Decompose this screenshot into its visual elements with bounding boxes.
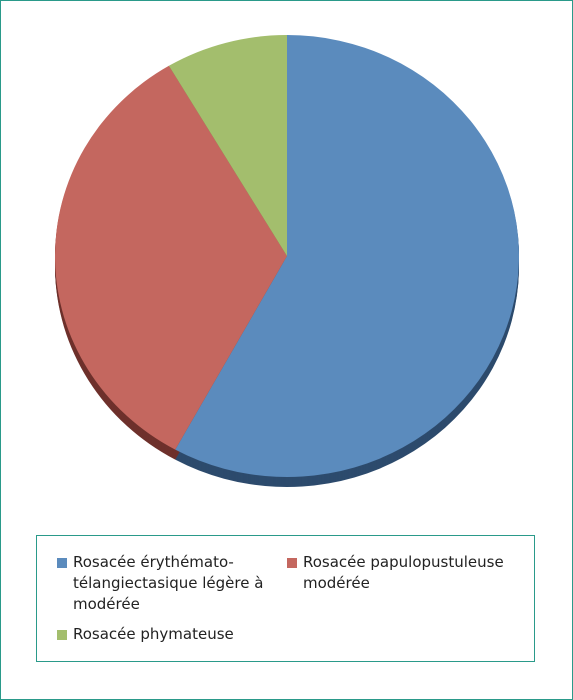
pie-chart bbox=[54, 35, 519, 487]
legend-swatch-papulopustuleuse bbox=[287, 558, 297, 568]
pie-slice-erythemato bbox=[175, 35, 519, 477]
pie-slice-phymateuse bbox=[168, 35, 287, 256]
legend-item-papulopustuleuse: Rosacée papulopustuleuse modérée bbox=[287, 552, 517, 594]
legend-label-phymateuse: Rosacée phymateuse bbox=[73, 625, 234, 643]
legend-label-papulopustuleuse: Rosacée papulopustuleuse modérée bbox=[303, 553, 504, 592]
legend-swatch-phymateuse bbox=[57, 630, 67, 640]
legend: Rosacée érythémato-télangiectasique légè… bbox=[36, 535, 535, 662]
legend-label-erythemato: Rosacée érythémato-télangiectasique légè… bbox=[73, 553, 264, 613]
legend-item-phymateuse: Rosacée phymateuse bbox=[57, 624, 277, 645]
legend-item-erythemato: Rosacée érythémato-télangiectasique légè… bbox=[57, 552, 277, 615]
pie-slice-papulopustuleuse bbox=[55, 65, 287, 450]
legend-swatch-erythemato bbox=[57, 558, 67, 568]
